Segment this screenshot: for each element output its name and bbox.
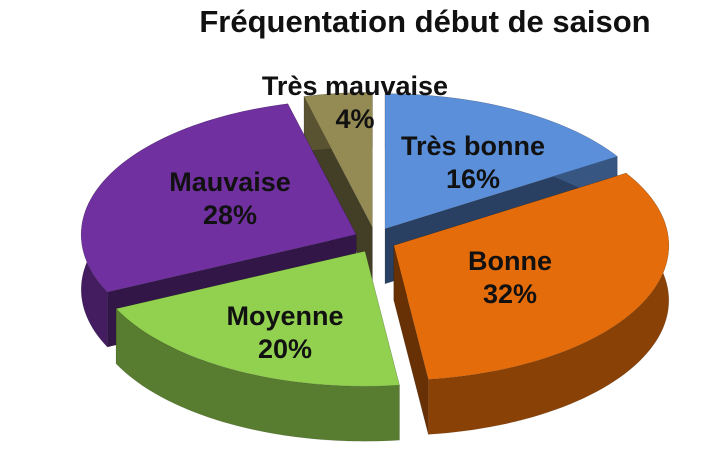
slice-mauvaise [80, 103, 357, 293]
slice-tres-mauvaise [303, 92, 373, 228]
label-moyenne: Moyenne 20% [226, 301, 344, 364]
slice-moyenne [115, 250, 400, 387]
label-tres-bonne: Très bonne 16% [400, 131, 546, 194]
label-bonne: Bonne 32% [468, 246, 552, 309]
label-mauvaise: Mauvaise 28% [169, 167, 291, 230]
slice-side-1 [393, 245, 429, 435]
slice-bonne [393, 172, 670, 380]
slice-tres-bonne [384, 93, 618, 230]
label-tres-mauvaise: Très mauvaise 4% [261, 71, 449, 134]
chart-title: Fréquentation début de saison [199, 4, 651, 39]
